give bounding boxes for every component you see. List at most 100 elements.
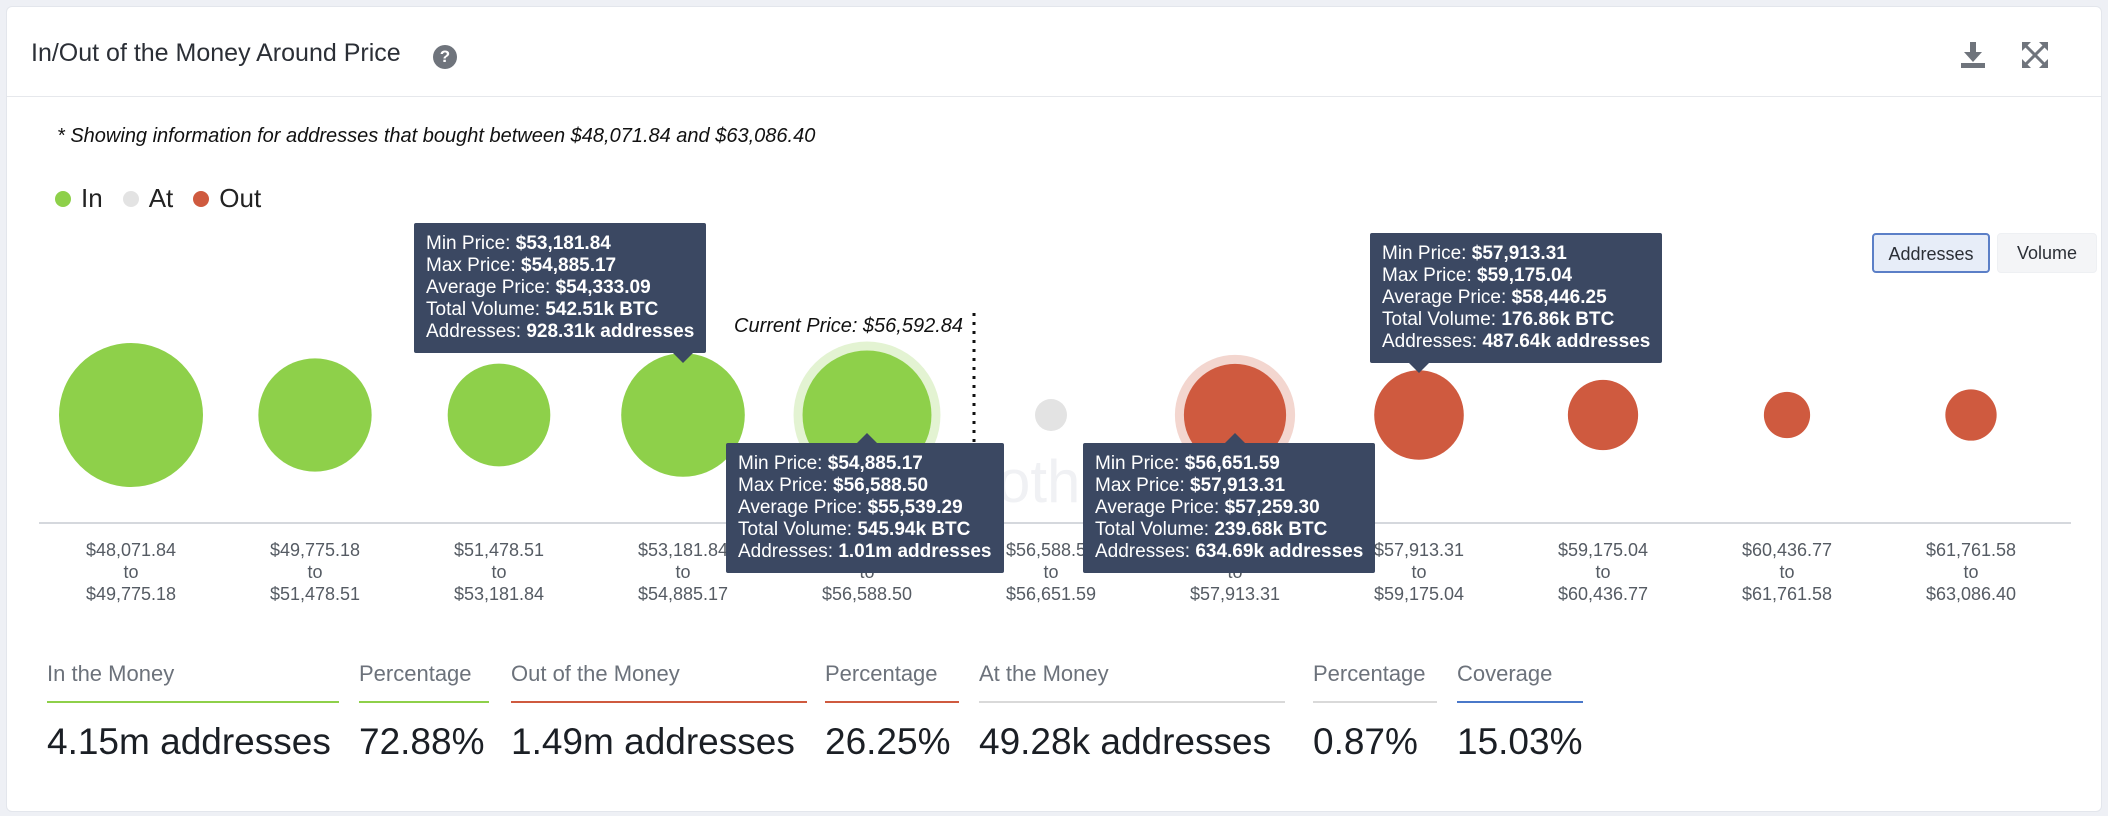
tooltip-value: 239.68k BTC — [1214, 519, 1328, 540]
tooltip-arrow — [857, 433, 877, 443]
bubble-out[interactable] — [1567, 379, 1639, 451]
tooltip-row-avg: Average Price: $54,333.09 — [426, 277, 694, 299]
tooltip-label: Max Price: — [738, 475, 834, 496]
bucket-range-label: $49,775.18 to $51,478.51 — [235, 539, 395, 605]
tooltip-arrow — [1409, 363, 1429, 373]
tooltip-label: Average Price: — [738, 497, 868, 518]
tooltip-row-volume: Total Volume: 545.94k BTC — [738, 519, 992, 541]
tooltip-row-addresses: Addresses: 634.69k addresses — [1095, 541, 1363, 563]
tooltip-value: $57,259.30 — [1224, 497, 1320, 518]
bucket-range-label: $48,071.84 to $49,775.18 — [51, 539, 211, 605]
tooltip-value: $53,181.84 — [515, 233, 611, 254]
tooltip-row-max: Max Price: $54,885.17 — [426, 255, 694, 277]
tooltip-value: $56,651.59 — [1184, 453, 1280, 474]
tooltip-row-max: Max Price: $57,913.31 — [1095, 475, 1363, 497]
bucket-range-label: $51,478.51 to $53,181.84 — [419, 539, 579, 605]
range-to: $57,913.31 — [1189, 584, 1281, 604]
tooltip-value: 634.69k addresses — [1195, 541, 1364, 562]
stat-label: In the Money — [47, 661, 339, 703]
bubble-in[interactable] — [447, 363, 551, 467]
legend-label-at: At — [148, 183, 174, 213]
tooltip-arrow — [1225, 433, 1245, 443]
bubble-tooltip: Min Price: $56,651.59 Max Price: $57,913.… — [1083, 433, 1376, 573]
bubble-out[interactable] — [1945, 389, 1997, 441]
tooltip-label: Min Price: — [1095, 453, 1185, 474]
range-to: $60,436.77 — [1557, 584, 1649, 604]
bubble-in[interactable] — [621, 353, 745, 477]
question-circle-icon[interactable]: ? — [433, 45, 457, 69]
tooltip-label: Average Price: — [1382, 287, 1512, 308]
range-from: $59,175.04 — [1557, 540, 1649, 560]
tooltip-row-avg: Average Price: $55,539.29 — [738, 497, 992, 519]
legend-item-in[interactable]: In — [55, 183, 103, 214]
range-from: $60,436.77 — [1741, 540, 1833, 560]
bubble-at[interactable] — [1035, 399, 1067, 431]
bucket-range-label: $61,761.58 to $63,086.40 — [1891, 539, 2051, 605]
stat-label: Percentage — [1313, 661, 1437, 703]
stat-block: Percentage 26.25% — [825, 661, 959, 763]
tooltip-label: Max Price: — [1382, 265, 1478, 286]
tooltip-row-avg: Average Price: $57,259.30 — [1095, 497, 1363, 519]
stat-block: Out of the Money 1.49m addresses — [511, 661, 807, 763]
tooltip-label: Average Price: — [426, 277, 556, 298]
range-to: $49,775.18 — [85, 584, 177, 604]
tooltip-label: Total Volume: — [426, 299, 546, 320]
bubble-in[interactable] — [59, 343, 203, 487]
tooltip-label: Total Volume: — [1095, 519, 1215, 540]
tooltip-row-min: Min Price: $56,651.59 — [1095, 453, 1363, 475]
range-from: $49,775.18 — [269, 540, 361, 560]
range-to-word: to — [1779, 562, 1795, 582]
stat-label: Percentage — [825, 661, 959, 703]
tooltip-value: $57,913.31 — [1190, 475, 1286, 496]
range-from: $48,071.84 — [85, 540, 177, 560]
legend-label-out: Out — [219, 183, 262, 213]
range-to: $59,175.04 — [1373, 584, 1465, 604]
legend: In At Out — [55, 183, 281, 214]
bubble-tooltip: Min Price: $57,913.31 Max Price: $59,175.… — [1370, 233, 1663, 373]
stat-value: 4.15m addresses — [47, 721, 331, 762]
stat-block: At the Money 49.28k addresses — [979, 661, 1285, 763]
stat-label: Coverage — [1457, 661, 1583, 703]
bubble-out[interactable] — [1763, 391, 1811, 439]
info-note: * Showing information for addresses that… — [57, 125, 816, 147]
addresses-toggle-button[interactable]: Addresses — [1872, 233, 1990, 273]
download-icon[interactable] — [1957, 39, 1989, 71]
tooltip-label: Addresses: — [1382, 331, 1483, 352]
range-to: $56,588.50 — [821, 584, 913, 604]
current-price-label: Current Price: $56,592.84 — [734, 315, 964, 337]
stat-label: Percentage — [359, 661, 489, 703]
range-to-word: to — [1043, 562, 1059, 582]
stat-value: 72.88% — [359, 721, 485, 762]
volume-toggle-button[interactable]: Volume — [1997, 233, 2097, 273]
bucket-range-label: $57,913.31 to $59,175.04 — [1339, 539, 1499, 605]
bucket-range-label: $56,588.50 to $56,651.59 — [971, 539, 1131, 605]
tooltip-label: Min Price: — [1382, 243, 1472, 264]
range-from: $53,181.84 — [637, 540, 729, 560]
bucket-range-label: $60,436.77 to $61,761.58 — [1707, 539, 1867, 605]
range-to-word: to — [1595, 562, 1611, 582]
range-from: $61,761.58 — [1925, 540, 2017, 560]
legend-label-in: In — [81, 183, 103, 213]
bubble-out[interactable] — [1374, 370, 1464, 460]
expand-icon[interactable] — [2019, 39, 2051, 71]
legend-item-out[interactable]: Out — [193, 183, 261, 214]
stat-value: 0.87% — [1313, 721, 1418, 762]
tooltip-label: Max Price: — [1095, 475, 1191, 496]
legend-item-at[interactable]: At — [122, 183, 174, 214]
tooltip-label: Total Volume: — [738, 519, 858, 540]
bubble-tooltip: Min Price: $53,181.84 Max Price: $54,885.… — [414, 223, 707, 363]
tooltip-value: 176.86k BTC — [1501, 309, 1615, 330]
range-from: $51,478.51 — [453, 540, 545, 560]
tooltip-label: Min Price: — [738, 453, 828, 474]
bubble-out[interactable] — [1183, 363, 1287, 467]
stat-block: Coverage 15.03% — [1457, 661, 1583, 763]
tooltip-label: Total Volume: — [1382, 309, 1502, 330]
tooltip-label: Min Price: — [426, 233, 516, 254]
card-header: In/Out of the Money Around Price ? — [7, 7, 2101, 97]
tooltip-label: Average Price: — [1095, 497, 1225, 518]
tooltip-value: 542.51k BTC — [545, 299, 659, 320]
range-to-word: to — [491, 562, 507, 582]
bucket-range-label: $53,181.84 to $54,885.17 — [603, 539, 763, 605]
bubble-in[interactable] — [258, 358, 372, 472]
tooltip-value: $54,885.17 — [521, 255, 617, 276]
